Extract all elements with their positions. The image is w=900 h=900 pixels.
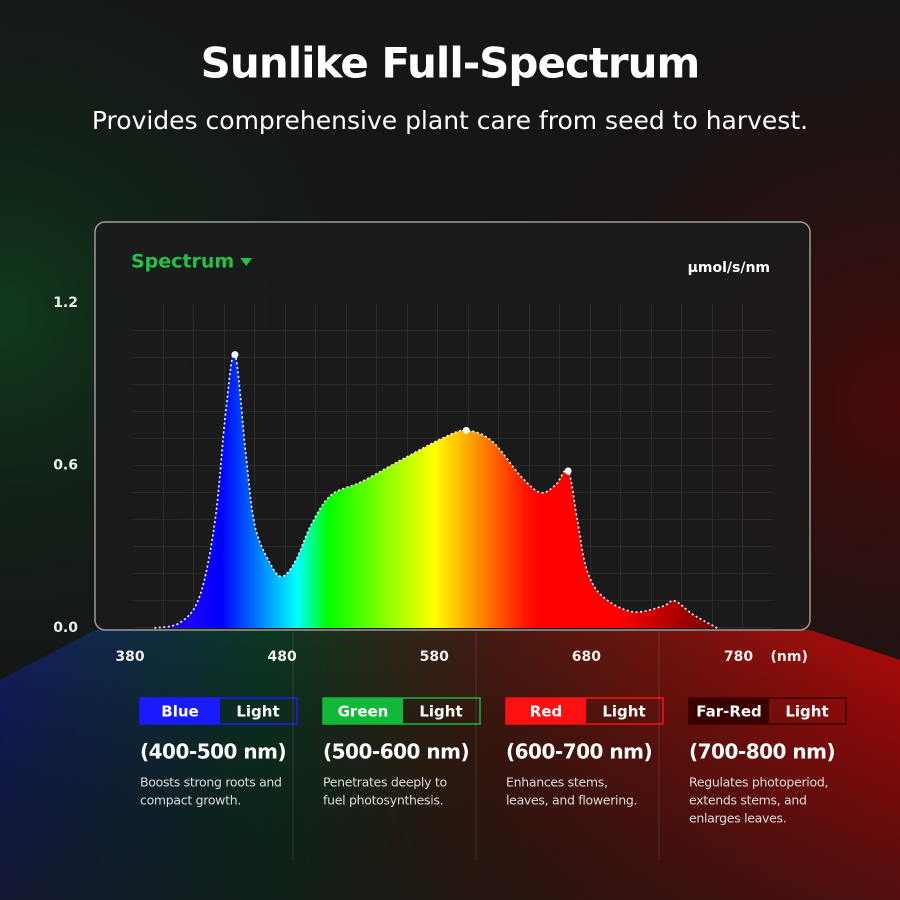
band-description: Boosts strong roots and [140,775,282,790]
x-tick-label: 380 [115,649,144,665]
band-pill-fill [323,698,403,724]
band-description: Enhances stems, [506,775,608,790]
band-suffix: Light [419,703,462,721]
band-suffix: Light [785,703,828,721]
band-description: extends stems, and [689,793,807,808]
peak-dot [564,467,572,475]
spectrum-area [154,353,718,628]
spectrum-menu[interactable]: Spectrum [131,251,253,273]
x-tick-label: 780 [724,649,753,665]
band-description: Regulates photoperiod, [689,775,828,790]
band-name: Green [338,703,389,721]
y-unit: μmol/s/nm [688,260,770,276]
y-tick-label: 1.2 [53,295,78,311]
y-tick-label: 0.0 [53,620,78,636]
band-pill-fill [506,698,586,724]
band-pill-fill [140,698,220,724]
band-description: fuel photosynthesis. [323,793,443,808]
band-range: (600-700 nm) [506,740,652,764]
x-tick-label: 580 [420,649,449,665]
y-tick-label: 0.6 [53,458,78,474]
peak-dot [462,426,470,434]
x-unit: (nm) [771,649,808,665]
band-name: Blue [161,703,198,721]
band-suffix: Light [602,703,645,721]
band-range: (500-600 nm) [323,740,469,764]
band-description: enlarges leaves. [689,811,786,826]
title: Sunlike Full-Spectrum [201,39,700,88]
band-description: Penetrates deeply to [323,775,447,790]
peak-dot [231,351,239,359]
x-tick-label: 680 [572,649,601,665]
x-tick-label: 480 [267,649,296,665]
band-description: compact growth. [140,793,241,808]
band-description: leaves, and flowering. [506,793,637,808]
menu-arrow[interactable] [240,258,253,266]
light-cone-fade [0,630,900,900]
band-range: (700-800 nm) [689,740,835,764]
band-name: Red [530,703,562,721]
menu-label[interactable]: Spectrum [131,251,234,273]
band-name: Far-Red [696,703,762,721]
subtitle: Provides comprehensive plant care from s… [92,106,808,135]
band-pill-fill [689,698,769,724]
band-suffix: Light [236,703,279,721]
band-range: (400-500 nm) [140,740,286,764]
spectrum-line [154,353,718,629]
